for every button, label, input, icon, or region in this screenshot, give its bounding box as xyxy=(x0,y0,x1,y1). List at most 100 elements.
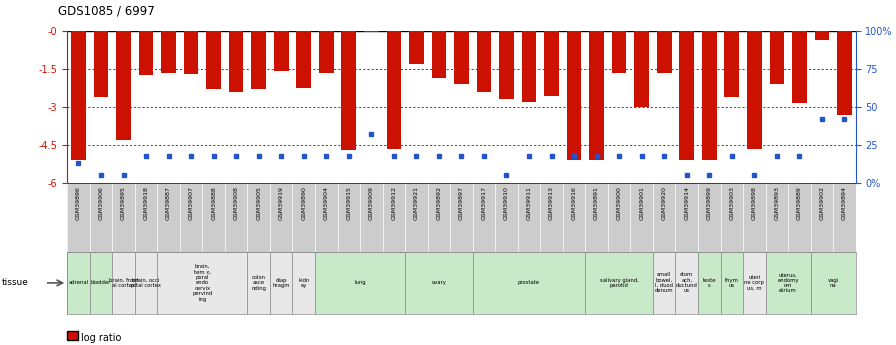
Bar xyxy=(67,252,90,314)
Text: salivary gland,
parotid: salivary gland, parotid xyxy=(599,278,639,288)
Text: GSM39890: GSM39890 xyxy=(301,186,306,220)
Bar xyxy=(112,252,134,314)
Text: GDS1085 / 6997: GDS1085 / 6997 xyxy=(58,4,155,17)
Text: colon
asce
nding: colon asce nding xyxy=(251,275,266,291)
Text: brain,
tem x,
poral
endo
cervix
pervind
ing: brain, tem x, poral endo cervix pervind … xyxy=(193,264,212,302)
Text: GSM39917: GSM39917 xyxy=(481,186,487,220)
Bar xyxy=(292,252,315,314)
Bar xyxy=(676,252,698,314)
Bar xyxy=(747,31,762,149)
Bar xyxy=(634,31,649,107)
Text: GSM39919: GSM39919 xyxy=(279,186,284,220)
Bar xyxy=(274,31,289,71)
Bar xyxy=(297,31,311,88)
Bar xyxy=(228,31,244,92)
Text: GSM39911: GSM39911 xyxy=(527,186,531,220)
Text: GSM39904: GSM39904 xyxy=(323,186,329,220)
Bar xyxy=(134,252,158,314)
Text: uteri
ne corp
us, m: uteri ne corp us, m xyxy=(745,275,764,291)
Bar xyxy=(585,252,653,314)
Text: kidn
ey: kidn ey xyxy=(298,278,309,288)
Bar xyxy=(315,252,405,314)
Text: GSM39916: GSM39916 xyxy=(572,186,577,220)
Text: stom
ach,
ductund
us: stom ach, ductund us xyxy=(676,272,698,294)
Text: GSM39893: GSM39893 xyxy=(774,186,780,220)
Bar xyxy=(454,31,469,84)
Bar xyxy=(139,31,153,75)
Text: GSM39920: GSM39920 xyxy=(661,186,667,220)
Text: diap
hragm: diap hragm xyxy=(272,278,290,288)
Bar xyxy=(499,31,513,99)
Bar xyxy=(405,252,473,314)
Bar xyxy=(837,31,852,115)
Bar xyxy=(158,252,247,314)
Bar xyxy=(725,31,739,97)
Bar xyxy=(792,31,806,103)
Text: thym
us: thym us xyxy=(725,278,738,288)
Text: tissue: tissue xyxy=(2,278,29,287)
Bar xyxy=(270,252,292,314)
Bar xyxy=(653,252,676,314)
Text: GSM39910: GSM39910 xyxy=(504,186,509,220)
Bar xyxy=(386,31,401,149)
Text: GSM39913: GSM39913 xyxy=(549,186,554,220)
Text: bladder: bladder xyxy=(90,280,111,285)
Bar xyxy=(590,31,604,160)
Text: GSM39902: GSM39902 xyxy=(819,186,824,220)
Bar xyxy=(679,31,694,160)
Text: lung: lung xyxy=(354,280,366,285)
Text: GSM39907: GSM39907 xyxy=(188,186,194,220)
Text: log ratio: log ratio xyxy=(81,333,121,343)
Bar xyxy=(161,31,176,73)
Text: brain, occi
pital cortex: brain, occi pital cortex xyxy=(131,278,161,288)
Bar xyxy=(206,31,221,89)
Text: GSM39921: GSM39921 xyxy=(414,186,419,220)
Text: GSM39891: GSM39891 xyxy=(594,186,599,220)
Text: GSM39894: GSM39894 xyxy=(842,186,847,220)
Bar xyxy=(811,252,856,314)
Text: GSM39899: GSM39899 xyxy=(707,186,711,220)
Bar xyxy=(473,252,585,314)
Bar xyxy=(567,31,582,160)
Text: GSM39905: GSM39905 xyxy=(256,186,262,220)
Text: vagi
na: vagi na xyxy=(828,278,839,288)
Text: GSM39892: GSM39892 xyxy=(436,186,442,220)
Text: GSM39889: GSM39889 xyxy=(797,186,802,220)
Text: GSM39908: GSM39908 xyxy=(234,186,238,220)
Bar xyxy=(814,31,829,40)
Bar xyxy=(521,31,537,102)
Text: GSM39901: GSM39901 xyxy=(639,186,644,220)
Bar xyxy=(477,31,491,92)
Bar xyxy=(544,31,559,96)
Text: uterus,
endomy
om
etrium: uterus, endomy om etrium xyxy=(778,272,799,294)
Text: GSM39912: GSM39912 xyxy=(392,186,396,220)
Text: GSM39915: GSM39915 xyxy=(346,186,351,220)
Bar xyxy=(341,31,356,150)
Bar xyxy=(90,252,112,314)
Bar xyxy=(657,31,671,73)
Bar xyxy=(770,31,784,84)
Bar xyxy=(71,31,86,160)
Bar xyxy=(116,31,131,140)
Text: GSM39888: GSM39888 xyxy=(211,186,216,220)
Text: prostate: prostate xyxy=(518,280,540,285)
Text: ovary: ovary xyxy=(432,280,446,285)
Bar xyxy=(698,252,720,314)
Bar xyxy=(409,31,424,64)
Bar xyxy=(432,31,446,78)
Text: adrenal: adrenal xyxy=(68,280,89,285)
Bar xyxy=(743,252,765,314)
Text: brain, front
al cortex: brain, front al cortex xyxy=(108,278,138,288)
Bar xyxy=(184,31,198,74)
Text: GSM39914: GSM39914 xyxy=(685,186,689,220)
Text: GSM39887: GSM39887 xyxy=(166,186,171,220)
Bar xyxy=(765,252,811,314)
Text: GSM39897: GSM39897 xyxy=(459,186,464,220)
Bar xyxy=(252,31,266,89)
Bar xyxy=(364,31,379,32)
Text: GSM39898: GSM39898 xyxy=(752,186,757,220)
Text: small
bowel,
I, duod
denum: small bowel, I, duod denum xyxy=(655,272,674,294)
Bar xyxy=(247,252,270,314)
Text: GSM39896: GSM39896 xyxy=(76,186,81,220)
Bar xyxy=(612,31,626,73)
